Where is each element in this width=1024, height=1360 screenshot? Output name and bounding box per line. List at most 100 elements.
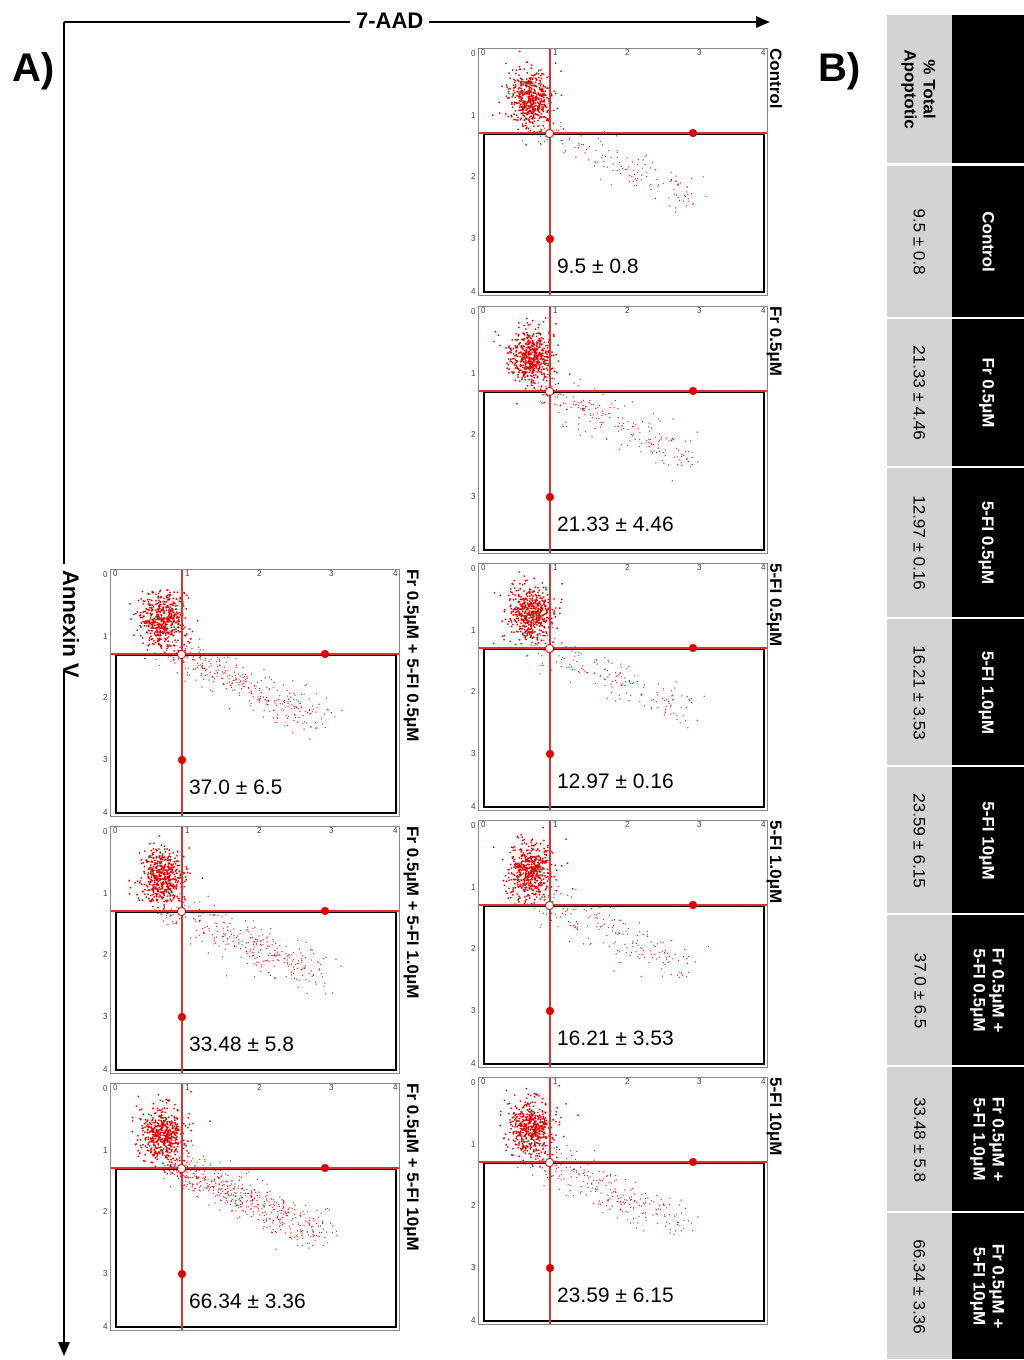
scatter-point <box>530 1156 532 1159</box>
scatter-point <box>515 1135 518 1138</box>
scatter-point <box>504 1133 507 1136</box>
scatter-point <box>522 140 524 142</box>
scatter-point <box>286 717 289 719</box>
scatter-point <box>561 1174 563 1176</box>
scatter-point <box>530 625 532 627</box>
scatter-point <box>681 453 683 456</box>
scatter-point <box>517 92 520 94</box>
scatter-point <box>199 658 202 660</box>
scatter-point <box>676 714 678 716</box>
scatter-point <box>534 882 537 884</box>
scatter-point <box>538 611 541 614</box>
scatter-point <box>525 876 527 879</box>
scatter-point <box>554 62 557 64</box>
scatter-point <box>260 696 262 698</box>
scatter-point <box>527 324 530 327</box>
scatter-point <box>525 879 528 882</box>
scatter-point <box>599 926 602 928</box>
scatter-point <box>158 617 161 620</box>
scatter-point <box>524 1119 527 1122</box>
scatter-point <box>320 718 323 720</box>
scatter-point <box>534 1101 536 1104</box>
scatter-point <box>147 603 150 605</box>
condition-label: Fr 0.5μM <box>766 306 785 376</box>
scatter-point <box>542 103 544 106</box>
scatter-point <box>556 396 558 398</box>
scatter-point <box>552 1119 555 1121</box>
scatter-point <box>536 634 539 637</box>
scatter-point <box>596 1186 598 1188</box>
scatter-point <box>545 1137 547 1140</box>
scatter-point <box>536 108 539 111</box>
scatter-point <box>522 352 524 354</box>
scatter-point <box>557 1166 560 1168</box>
scatter-point <box>577 385 579 387</box>
tick-label: 0 <box>471 49 476 58</box>
scatter-point <box>553 370 556 373</box>
scatter-point <box>633 433 635 435</box>
scatter-point <box>520 887 523 889</box>
scatter-point <box>540 77 543 80</box>
scatter-point <box>269 676 271 678</box>
scatter-point <box>140 598 142 600</box>
scatter-point <box>163 848 166 850</box>
scatter-point <box>527 81 530 84</box>
scatter-point <box>530 384 533 386</box>
scatter-point <box>589 943 591 945</box>
scatter-point <box>530 382 533 384</box>
scatter-point <box>529 366 532 369</box>
scatter-point <box>510 878 513 881</box>
scatter-point <box>529 341 531 344</box>
scatter-point <box>659 439 661 441</box>
scatter-point <box>551 626 554 628</box>
scatter-point <box>166 627 169 629</box>
scatter-point <box>603 942 605 944</box>
scatter-point <box>526 852 529 855</box>
scatter-point <box>158 615 160 618</box>
scatter-point <box>547 844 549 847</box>
scatter-point <box>541 1130 544 1133</box>
scatter-point <box>521 91 523 94</box>
scatter-point <box>156 631 158 634</box>
scatter-point <box>551 1137 554 1140</box>
scatter-point <box>511 106 514 108</box>
scatter-point <box>531 876 534 879</box>
scatter-point <box>520 346 522 348</box>
scatter-point <box>198 657 200 659</box>
scatter-point <box>525 1117 528 1119</box>
scatter-point <box>614 679 616 681</box>
scatter-point <box>542 337 545 340</box>
scatter-point <box>555 1110 558 1113</box>
scatter-point <box>565 1194 567 1196</box>
scatter-point <box>290 704 292 706</box>
scatter-point <box>519 68 522 71</box>
scatter-point <box>545 379 548 382</box>
scatter-point <box>576 1176 578 1178</box>
scatter-point <box>157 601 160 604</box>
scatter-point <box>530 607 533 610</box>
scatter-point <box>139 611 142 614</box>
scatter-point <box>533 898 536 901</box>
scatter-point <box>252 709 254 711</box>
scatter-point <box>697 461 699 463</box>
scatter-point <box>537 110 540 113</box>
scatter-point <box>560 864 563 867</box>
scatter-point <box>544 104 547 107</box>
apoptotic-gate <box>483 133 765 293</box>
scatter-point <box>556 404 558 406</box>
scatter-point <box>172 863 174 866</box>
scatter-point <box>648 426 650 428</box>
scatter-point <box>546 885 548 888</box>
scatter-point <box>539 861 542 864</box>
scatter-point <box>553 109 555 112</box>
scatter-point <box>539 1121 541 1123</box>
scatter-point <box>533 644 535 646</box>
scatter-point <box>218 664 220 666</box>
scatter-point <box>157 877 160 880</box>
scatter-point <box>522 1131 524 1134</box>
scatter-point <box>649 1203 651 1205</box>
scatter-point <box>253 685 256 687</box>
scatter-point <box>177 620 180 623</box>
scatter-point <box>522 1128 525 1131</box>
scatter-point <box>534 73 537 76</box>
